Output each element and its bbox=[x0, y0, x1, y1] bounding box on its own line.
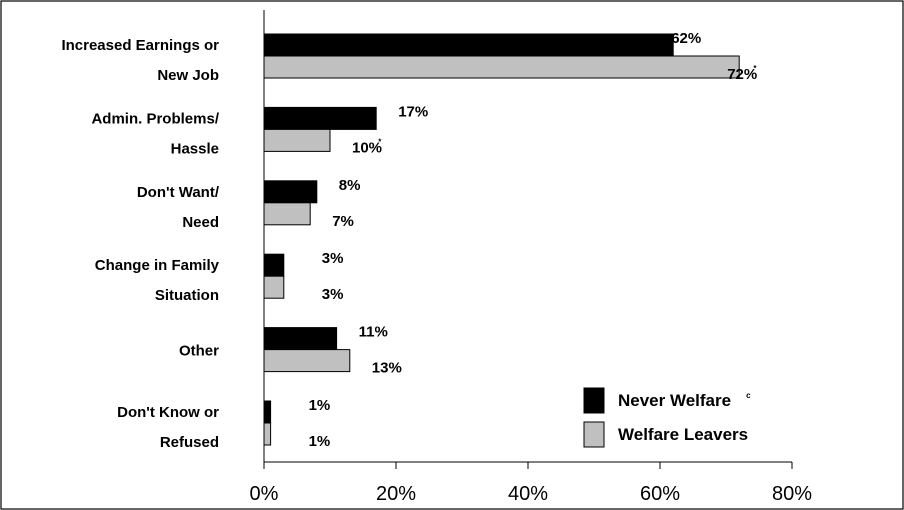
bar bbox=[263, 128, 331, 152]
data-label: 10% bbox=[352, 139, 382, 156]
category-label: Other bbox=[179, 343, 219, 360]
legend-label: Welfare Leavers bbox=[618, 425, 748, 444]
data-label: 13% bbox=[372, 360, 402, 377]
data-label: 62% bbox=[671, 30, 701, 47]
category-label: Situation bbox=[155, 287, 219, 304]
data-label: 8% bbox=[339, 177, 361, 194]
category-label: Change in Family bbox=[95, 257, 220, 274]
x-tick-label: 20% bbox=[376, 483, 416, 505]
data-label-mark: * bbox=[753, 64, 757, 73]
data-label: 72% bbox=[727, 66, 757, 83]
category-label: Don't Want/ bbox=[137, 184, 220, 201]
category-label: New Job bbox=[157, 67, 219, 84]
x-tick-label: 0% bbox=[250, 483, 279, 505]
bar bbox=[263, 180, 318, 204]
bar bbox=[263, 55, 740, 79]
bar bbox=[263, 327, 338, 351]
data-label: 1% bbox=[309, 397, 331, 414]
category-label: Hassle bbox=[171, 140, 219, 157]
data-label: 11% bbox=[359, 324, 388, 341]
category-label: Need bbox=[182, 214, 219, 231]
category-label: Increased Earnings or bbox=[61, 37, 219, 54]
legend-superscript: c bbox=[746, 391, 751, 400]
bar bbox=[263, 349, 351, 373]
x-tick-label: 80% bbox=[772, 483, 812, 505]
data-label: 1% bbox=[309, 433, 331, 450]
bar bbox=[263, 275, 285, 299]
data-label-mark: * bbox=[378, 137, 382, 146]
x-tick-label: 60% bbox=[640, 483, 680, 505]
legend-swatch bbox=[583, 387, 605, 414]
category-label: Admin. Problems/ bbox=[91, 110, 219, 127]
data-label: 7% bbox=[332, 213, 354, 230]
bar bbox=[263, 400, 272, 424]
data-label: 3% bbox=[322, 250, 344, 267]
x-tick-label: 40% bbox=[508, 483, 548, 505]
category-label: Don't Know or bbox=[117, 404, 219, 421]
bar bbox=[263, 106, 377, 130]
bar bbox=[263, 33, 674, 57]
bar bbox=[263, 253, 285, 277]
data-label: 17% bbox=[398, 103, 428, 120]
bar bbox=[263, 202, 311, 226]
legend-swatch bbox=[583, 421, 605, 448]
category-label: Refused bbox=[160, 434, 219, 451]
data-label: 3% bbox=[322, 286, 344, 303]
bar bbox=[263, 422, 272, 446]
legend-label: Never Welfare bbox=[618, 391, 731, 410]
